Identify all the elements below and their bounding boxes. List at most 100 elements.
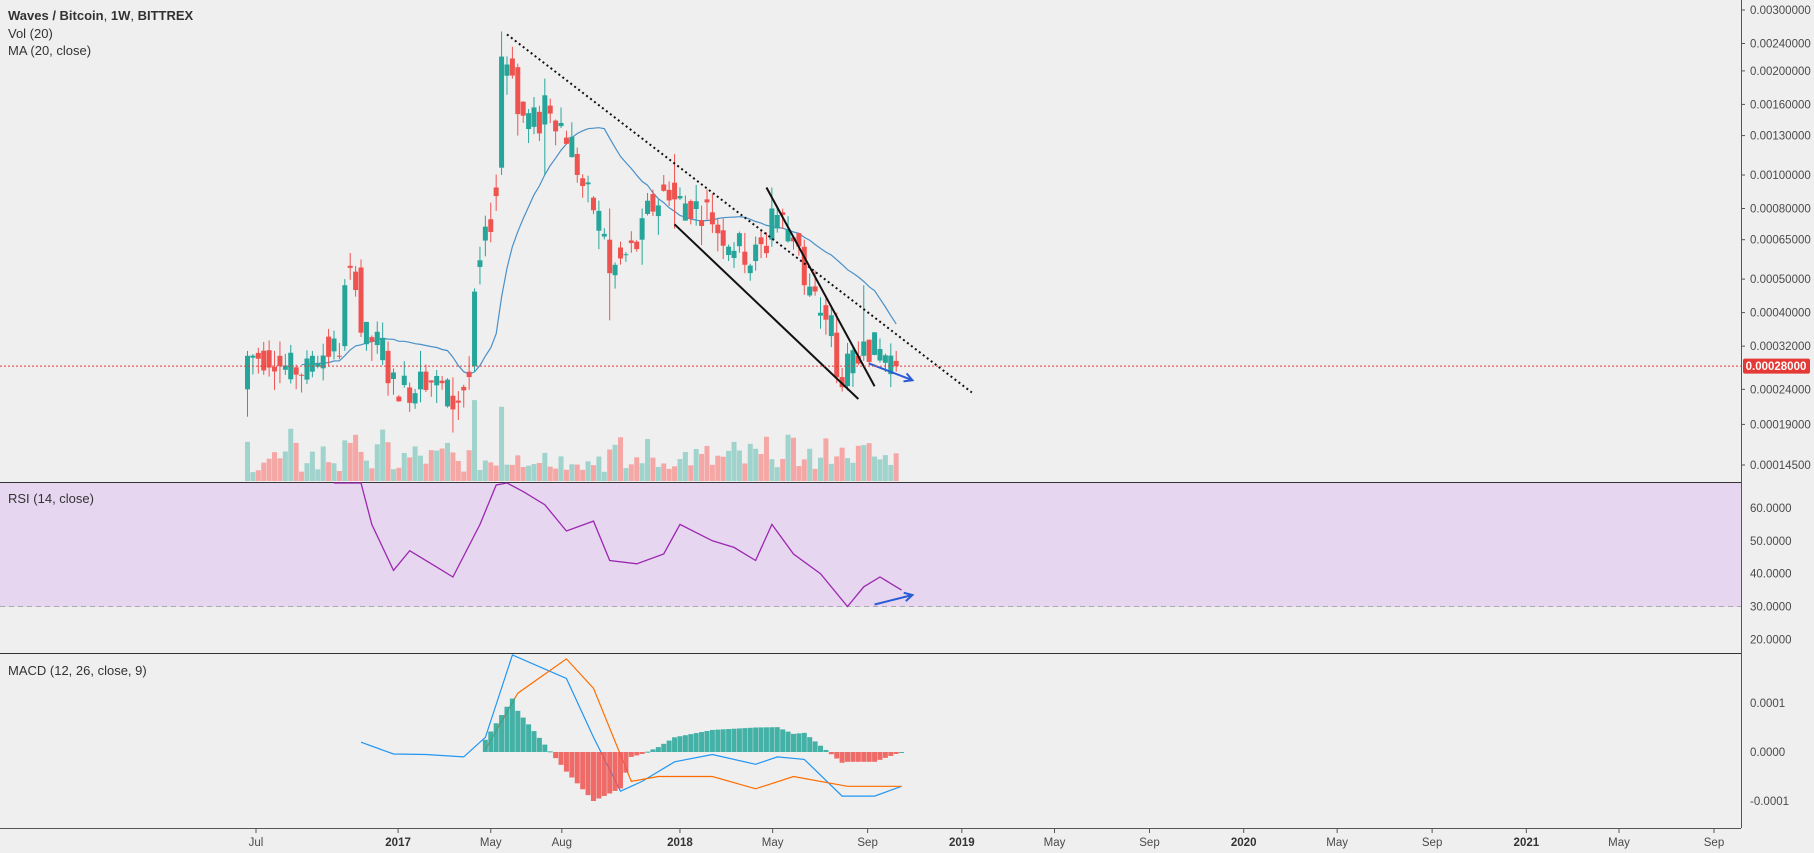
volume-bar xyxy=(353,434,359,481)
candle-body xyxy=(309,355,315,372)
candle-body xyxy=(326,336,332,357)
macd-histogram-bar xyxy=(872,752,878,762)
candle-body xyxy=(558,122,564,127)
candle-body xyxy=(396,396,402,402)
volume-bar xyxy=(677,459,683,481)
candle-body xyxy=(299,374,305,376)
rsi-axis[interactable]: 60.0000 50.0000 40.0000 30.0000 20.0000 xyxy=(1750,503,1792,646)
volume-bar xyxy=(763,436,769,481)
candle-body xyxy=(645,200,651,214)
candle-body xyxy=(634,241,640,250)
candle-body xyxy=(472,291,478,367)
macd-histogram-bar xyxy=(585,752,591,796)
price-pane[interactable] xyxy=(0,0,1741,482)
macd-histogram-bar xyxy=(807,737,813,752)
macd-histogram-bar xyxy=(747,727,753,752)
volume-bar xyxy=(699,454,705,481)
candle-body xyxy=(845,353,851,387)
macd-axis[interactable]: 0.0001 0.0000 -0.0001 xyxy=(1750,698,1789,808)
volume-bar xyxy=(834,456,840,481)
macd-histogram-bar xyxy=(509,698,515,752)
volume-bar xyxy=(623,468,629,481)
macd-histogram-bar xyxy=(882,752,888,758)
candle-body xyxy=(731,250,737,258)
drawings xyxy=(506,33,973,606)
signal-line xyxy=(484,658,902,790)
candle-body xyxy=(369,337,375,342)
macd-histogram-bar xyxy=(823,749,829,752)
candle-body xyxy=(763,245,769,254)
macd-study-label[interactable]: MACD (12, 26, close, 9) xyxy=(8,663,147,678)
volume-bar xyxy=(461,471,467,481)
macd-histogram-bar xyxy=(515,710,521,752)
candle-body xyxy=(699,220,705,227)
candle-body xyxy=(580,178,586,187)
volume-bar xyxy=(796,466,802,481)
volume-bar xyxy=(715,455,721,481)
chart-title[interactable]: Waves / Bitcoin, 1W, BITTREX xyxy=(8,8,194,23)
macd-histogram-bar xyxy=(715,729,721,752)
candle-body xyxy=(272,366,278,372)
volume-bar xyxy=(823,438,829,481)
candle-body xyxy=(255,352,261,359)
macd-histogram-bar xyxy=(682,735,688,752)
volume-study-label[interactable]: Vol (20) xyxy=(8,26,53,41)
exchange-label: BITTREX xyxy=(138,8,194,23)
macd-histogram-bar xyxy=(753,727,759,752)
price-axis[interactable]: 0.00300000 0.00240000 0.00200000 0.00160000… xyxy=(1741,5,1811,472)
macd-histogram-bar xyxy=(677,736,683,752)
candle-body xyxy=(336,355,342,357)
volume-bar xyxy=(466,450,472,481)
candle-body xyxy=(661,184,667,191)
time-axis[interactable]: Jul 2017 May Aug 2018 May Sep 2019 May Sep 2020 May… xyxy=(249,828,1725,849)
time-tick-label: Aug xyxy=(552,837,572,849)
volume-bars xyxy=(245,400,899,481)
macd-histogram-bar xyxy=(558,752,564,765)
macd-histogram-bar xyxy=(488,731,494,752)
volume-bar xyxy=(390,469,396,481)
volume-bar xyxy=(369,468,375,481)
volume-bar xyxy=(293,442,299,481)
volume-bar xyxy=(520,466,526,481)
ma-polyline xyxy=(301,127,897,375)
candle-body xyxy=(780,212,786,216)
candle-body xyxy=(358,267,364,333)
volume-bar xyxy=(255,470,261,481)
candle-body xyxy=(866,339,872,362)
volume-bar xyxy=(563,469,569,481)
volume-bar xyxy=(320,446,326,481)
volume-bar xyxy=(877,459,883,481)
macd-histogram-bar xyxy=(736,728,742,752)
volume-bar xyxy=(601,471,607,481)
macd-histogram-bar xyxy=(769,727,775,752)
macd-histogram-bar xyxy=(672,737,678,752)
macd-histogram-bar xyxy=(536,737,542,752)
candle-body xyxy=(715,224,721,234)
candle-body xyxy=(828,315,834,337)
macd-histogram-bar xyxy=(861,752,867,762)
rsi-study-label[interactable]: RSI (14, close) xyxy=(8,491,94,506)
candles xyxy=(245,31,899,433)
price-tick-label: 0.00032000 xyxy=(1750,341,1811,353)
candle-body xyxy=(855,355,861,364)
volume-bar xyxy=(396,467,402,481)
candle-body xyxy=(612,264,618,276)
time-tick-label: 2019 xyxy=(949,837,975,849)
macd-histogram-bar xyxy=(818,745,824,752)
macd-histogram-bar xyxy=(666,740,672,752)
interval-label: 1W xyxy=(111,8,131,23)
candle-body xyxy=(515,67,521,115)
candle-body xyxy=(547,105,553,114)
volume-bar xyxy=(423,463,429,481)
price-tick-label: 0.00014500 xyxy=(1750,460,1811,472)
candle-body xyxy=(563,137,569,144)
ma-study-label[interactable]: MA (20, close) xyxy=(8,43,91,58)
volume-bar xyxy=(801,459,807,481)
candle-body xyxy=(590,197,596,211)
macd-histogram-bar xyxy=(661,743,667,752)
macd-histogram-bar xyxy=(553,752,559,759)
macd-pane[interactable] xyxy=(0,654,1741,828)
volume-bar xyxy=(720,456,726,481)
volume-bar xyxy=(666,468,672,481)
candle-body xyxy=(769,208,775,240)
